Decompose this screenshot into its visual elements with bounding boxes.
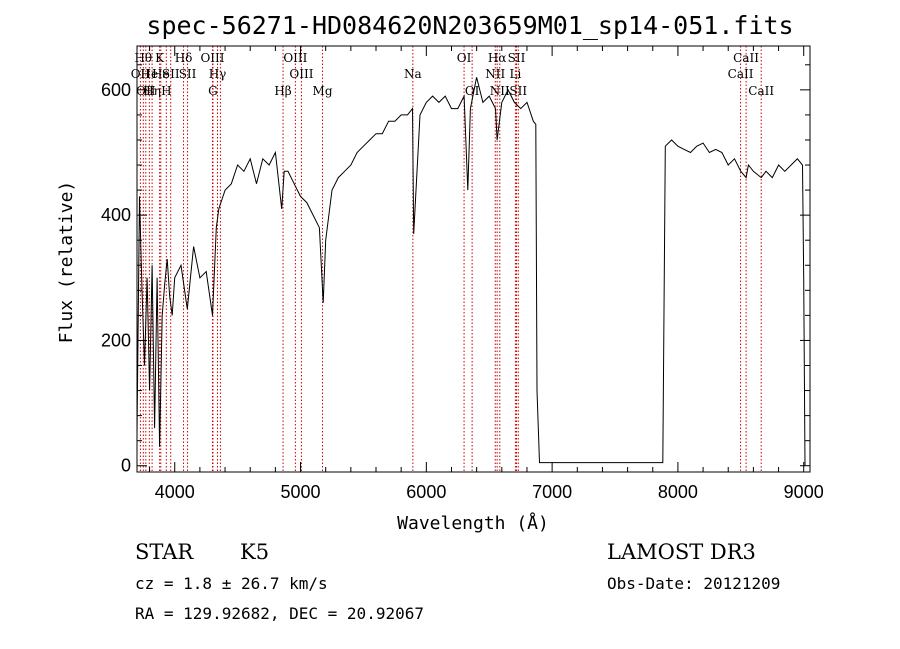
- y-tick-label: 600: [101, 80, 131, 100]
- object-class: STAR: [135, 540, 194, 564]
- spectral-line-label: OI: [465, 84, 480, 98]
- x-axis-label: Wavelength (Å): [397, 512, 549, 534]
- spectral-line-label: NII: [485, 67, 505, 81]
- spectral-line-label: Mg: [313, 84, 333, 98]
- spectral-line-label: CaII: [733, 51, 759, 65]
- y-axis-label: Flux (relative): [56, 181, 77, 344]
- line-markers-group: [139, 46, 762, 472]
- redshift-line: cz = 1.8 ± 26.7 km/s: [135, 574, 328, 593]
- spectral-line-label: OIII: [283, 51, 307, 65]
- spectral-line-label: H: [161, 84, 171, 98]
- spectral-line-label: Li: [509, 67, 521, 81]
- spectral-line-label: Hα: [488, 51, 507, 65]
- spectral-line-label: CaII: [748, 84, 774, 98]
- spectral-line-label: OII: [131, 67, 151, 81]
- spectral-subclass: K5: [240, 540, 269, 564]
- spectral-line-label: SII: [509, 84, 527, 98]
- spectral-line-label: SII: [508, 51, 526, 65]
- x-tick-label: 7000: [532, 482, 572, 502]
- spectral-line-label: Hγ: [209, 67, 227, 81]
- spectral-line-label: K: [155, 51, 165, 65]
- spectral-line-label: Hβ: [274, 84, 291, 98]
- spectrum-line: [136, 77, 806, 466]
- spectral-line-label: G: [208, 84, 218, 98]
- spectral-line-label: Na: [404, 67, 422, 81]
- spectral-line-label: NII: [490, 84, 510, 98]
- x-axis-ticks: 4000 5000 6000 7000 8000 9000: [149, 46, 824, 502]
- y-axis-ticks: 0 200 400 600: [101, 64, 810, 476]
- spectral-line-label: Hθ: [134, 51, 152, 65]
- coordinates: RA = 129.92682, DEC = 20.92067: [135, 604, 424, 623]
- spectral-line-label: OI: [457, 51, 472, 65]
- x-tick-label: 9000: [784, 482, 824, 502]
- spectral-line-label: SII: [179, 67, 197, 81]
- spectral-line-label: OII: [136, 84, 156, 98]
- x-tick-label: 8000: [658, 482, 698, 502]
- x-tick-label: 6000: [406, 482, 446, 502]
- y-tick-label: 0: [121, 456, 131, 476]
- chart-title: spec-56271-HD084620N203659M01_sp14-051.f…: [146, 11, 793, 40]
- spectral-line-label: He: [152, 67, 170, 81]
- line-labels-group: OIIHθOIIHeHηKHeHSIIHδSIIOIIIGHγHβOIIIOII…: [131, 51, 775, 98]
- spectral-line-label: SII: [162, 67, 180, 81]
- x-tick-label: 5000: [281, 482, 321, 502]
- x-tick-label: 4000: [155, 482, 195, 502]
- spectral-line-label: OIII: [289, 67, 313, 81]
- y-tick-label: 200: [101, 330, 131, 350]
- y-tick-label: 400: [101, 205, 131, 225]
- obs-date: Obs-Date: 20121209: [607, 574, 780, 593]
- spectral-line-label: Hη: [143, 84, 161, 98]
- spectral-line-label: He: [141, 67, 159, 81]
- survey-name: LAMOST DR3: [607, 540, 756, 564]
- spectral-line-label: OIII: [200, 51, 224, 65]
- plot-frame: [136, 45, 811, 473]
- spectral-line-label: Hδ: [175, 51, 193, 65]
- spectral-line-label: CaII: [728, 67, 754, 81]
